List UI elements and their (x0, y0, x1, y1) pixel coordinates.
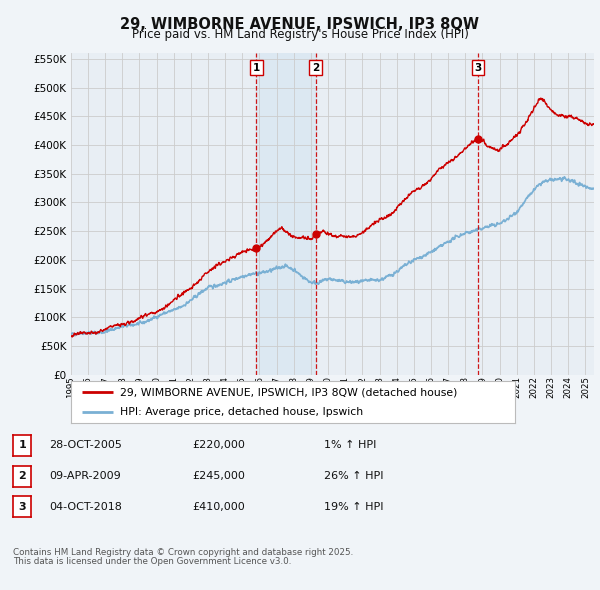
Text: £410,000: £410,000 (192, 502, 245, 512)
Text: Price paid vs. HM Land Registry's House Price Index (HPI): Price paid vs. HM Land Registry's House … (131, 28, 469, 41)
Text: 04-OCT-2018: 04-OCT-2018 (49, 502, 122, 512)
Text: 1% ↑ HPI: 1% ↑ HPI (324, 441, 376, 450)
Text: 19% ↑ HPI: 19% ↑ HPI (324, 502, 383, 512)
Text: This data is licensed under the Open Government Licence v3.0.: This data is licensed under the Open Gov… (13, 558, 292, 566)
Text: 3: 3 (19, 502, 26, 512)
Text: 2: 2 (312, 63, 319, 73)
Text: 3: 3 (475, 63, 482, 73)
Text: 26% ↑ HPI: 26% ↑ HPI (324, 471, 383, 481)
Bar (256, 53, 316, 375)
Text: 1: 1 (253, 63, 260, 73)
Text: 2: 2 (19, 471, 26, 481)
Text: HPI: Average price, detached house, Ipswich: HPI: Average price, detached house, Ipsw… (119, 407, 363, 417)
Text: 28-OCT-2005: 28-OCT-2005 (49, 441, 122, 450)
Text: 09-APR-2009: 09-APR-2009 (49, 471, 121, 481)
Text: 1: 1 (19, 441, 26, 450)
Text: £245,000: £245,000 (192, 471, 245, 481)
Text: Contains HM Land Registry data © Crown copyright and database right 2025.: Contains HM Land Registry data © Crown c… (13, 548, 353, 557)
Text: 29, WIMBORNE AVENUE, IPSWICH, IP3 8QW: 29, WIMBORNE AVENUE, IPSWICH, IP3 8QW (121, 17, 479, 31)
Text: 29, WIMBORNE AVENUE, IPSWICH, IP3 8QW (detached house): 29, WIMBORNE AVENUE, IPSWICH, IP3 8QW (d… (119, 387, 457, 397)
Text: £220,000: £220,000 (192, 441, 245, 450)
